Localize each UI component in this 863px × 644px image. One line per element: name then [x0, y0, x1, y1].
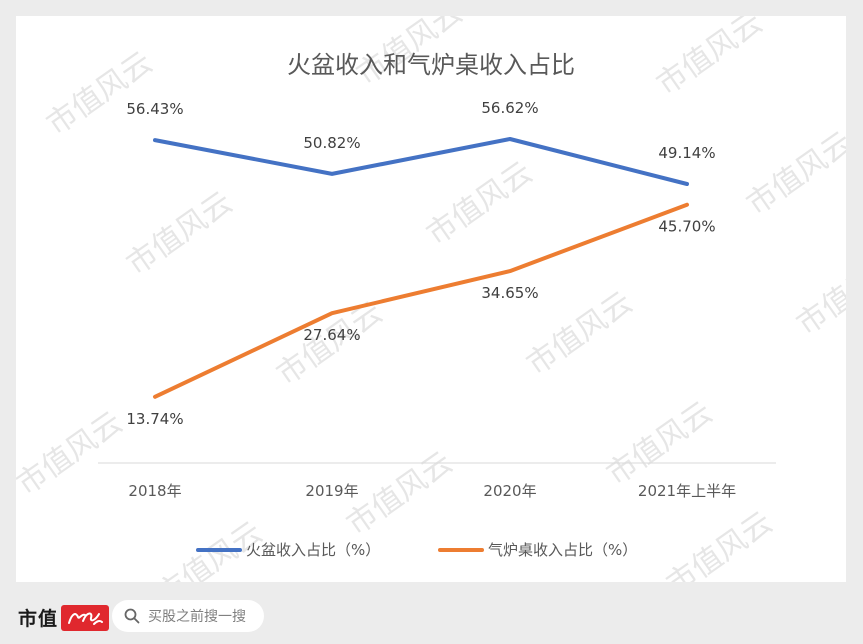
watermark-text: 市值风云	[601, 395, 719, 492]
watermark-text: 市值风云	[651, 16, 769, 103]
data-label-s1-1: 27.64%	[303, 326, 360, 344]
watermark-text: 市值风云	[41, 45, 159, 142]
brand-badge-icon	[61, 604, 110, 631]
x-tick-label: 2018年	[128, 482, 181, 500]
x-tick-label: 2021年上半年	[638, 482, 736, 500]
data-label-s1-2: 34.65%	[481, 284, 538, 302]
legend-label-1: 气炉桌收入占比（%）	[488, 541, 637, 559]
data-labels: 56.43% 50.82% 56.62% 49.14% 13.74% 27.64% 34.6…	[126, 99, 715, 428]
x-tick-label: 2019年	[305, 482, 358, 500]
data-label-s0-3: 49.14%	[658, 144, 715, 162]
legend: 火盆收入占比（%） 气炉桌收入占比（%）	[196, 541, 637, 559]
data-label-s0-1: 50.82%	[303, 134, 360, 152]
watermark-text: 市值风云	[16, 405, 129, 502]
chart-card: 市值风云 市值风云 市值风云 市值风云 市值风云 市值风云 市值风云 市值风云 市值风云 市值风云…	[16, 16, 846, 582]
data-label-s1-3: 45.70%	[658, 218, 715, 236]
search-box[interactable]: 买股之前搜一搜	[112, 600, 264, 632]
watermark-text: 市值风云	[741, 125, 846, 222]
watermark-text: 市值风云	[421, 155, 539, 252]
watermark-text: 市值风云	[661, 505, 779, 582]
series-layer	[153, 137, 689, 399]
x-tick-labels: 2018年 2019年 2020年 2021年上半年	[128, 482, 736, 500]
chart-title: 火盆收入和气炉桌收入占比	[287, 51, 575, 79]
watermark-text: 市值风云	[121, 185, 239, 282]
data-label-s1-0: 13.74%	[126, 410, 183, 428]
brand-name: 市值	[18, 608, 59, 630]
x-tick-label: 2020年	[483, 482, 536, 500]
data-label-s0-2: 56.62%	[481, 99, 538, 117]
series-line-1	[153, 202, 689, 399]
legend-label-0: 火盆收入占比（%）	[246, 541, 380, 559]
series-line-0	[153, 137, 689, 186]
search-icon	[124, 608, 140, 624]
watermark-text: 市值风云	[791, 245, 846, 342]
search-placeholder: 买股之前搜一搜	[148, 609, 246, 625]
brand-logo: 市值	[18, 604, 110, 631]
data-label-s0-0: 56.43%	[126, 100, 183, 118]
footer-bar: 市值 买股之前搜一搜	[0, 582, 863, 644]
